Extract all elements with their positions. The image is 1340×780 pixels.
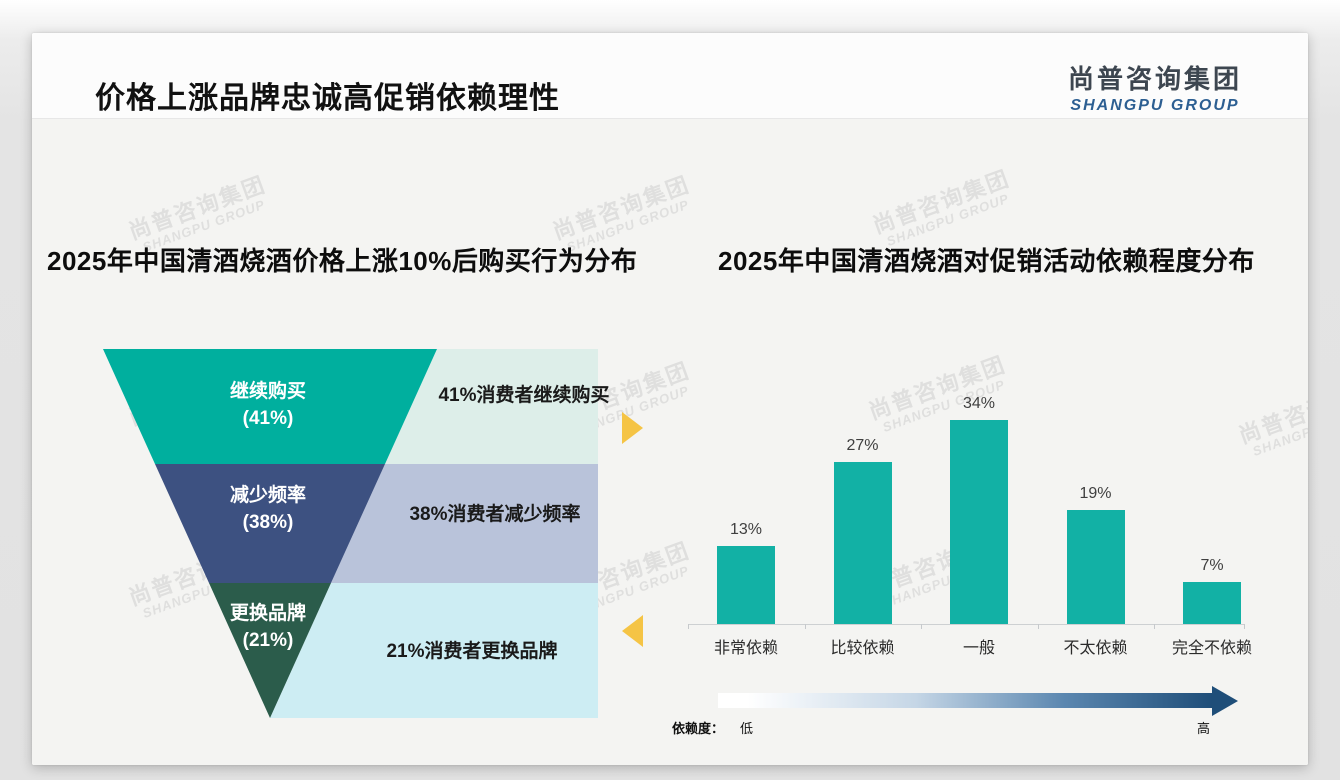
funnel-segment-label-2: 减少频率 (38%)	[229, 485, 306, 533]
bar-category-label: 比较依赖	[830, 640, 895, 657]
bar-group: 19%	[1041, 485, 1151, 624]
page-title: 价格上涨品牌忠诚高促销依赖理性	[95, 82, 560, 115]
bar-group: 27%	[808, 437, 918, 624]
funnel-annotation-3: 21%消费者更换品牌	[386, 641, 558, 662]
bar-value-label: 27%	[846, 437, 879, 454]
funnel-segment-2	[155, 464, 385, 583]
dependence-high-label: 高	[1197, 721, 1211, 736]
company-logo: 尚普咨询集团 SHANGPU GROUP	[1068, 59, 1242, 115]
dependence-gradient-arrowhead	[1212, 686, 1238, 716]
dependence-gradient-arrow	[718, 693, 1212, 708]
axis-tick	[1154, 624, 1155, 629]
bar	[833, 462, 892, 624]
funnel-chart	[103, 349, 598, 718]
bar-group: 34%	[924, 395, 1034, 624]
funnel-chart-title: 2025年中国清酒烧酒价格上涨10%后购买行为分布	[47, 246, 638, 276]
logo-english-text: SHANGPU GROUP	[1070, 97, 1240, 114]
bar-category-label: 完全不依赖	[1171, 640, 1252, 657]
bar-category-label: 一般	[962, 640, 995, 657]
slide-body: 尚普咨询集团 SHANGPU GROUP 尚普咨询集团 SHANGPU GROUP 尚普…	[32, 119, 1308, 765]
dependence-axis-label: 依赖度：	[672, 721, 725, 736]
slide-card: 价格上涨品牌忠诚高促销依赖理性 尚普咨询集团 SHANGPU GROUP 尚普咨…	[32, 33, 1308, 765]
bar	[950, 420, 1008, 624]
funnel-segment-3	[209, 583, 331, 718]
funnel-panel-2	[331, 464, 598, 583]
bar-chart-title: 2025年中国清酒烧酒对促销活动依赖程度分布	[718, 246, 1255, 276]
bar-group: 13%	[691, 521, 801, 624]
axis-tick	[1038, 624, 1039, 629]
bar-plot: 13% 非常依赖 27% 比较依赖 34% 一般 19% 不太依赖 7% 完全不依赖	[688, 391, 1252, 657]
axis-tick	[1244, 624, 1245, 629]
axis-tick	[688, 624, 689, 629]
bar-value-label: 13%	[729, 521, 763, 538]
slide-header: 价格上涨品牌忠诚高促销依赖理性 尚普咨询集团 SHANGPU GROUP	[32, 33, 1308, 119]
funnel-segment-label-1: 继续购买 (41%)	[229, 381, 306, 429]
funnel-annotation-2: 38%消费者减少频率	[409, 504, 581, 525]
bar-value-label: 19%	[1079, 485, 1112, 502]
arrow-left-icon	[622, 615, 643, 647]
bar	[1183, 582, 1241, 624]
bar-value-label: 7%	[1200, 557, 1224, 574]
arrow-right-icon	[622, 412, 643, 444]
funnel-segment-1	[103, 349, 437, 464]
funnel-panel-1	[385, 349, 598, 464]
bar-category-label: 非常依赖	[713, 640, 778, 657]
axis-tick	[805, 624, 806, 629]
bar	[1066, 510, 1125, 624]
funnel-annotation-1: 41%消费者继续购买	[438, 385, 610, 406]
funnel-panel-3	[270, 583, 598, 718]
bar-category-label: 不太依赖	[1063, 640, 1128, 657]
dependence-low-label: 低	[740, 721, 754, 736]
bar-group: 7%	[1157, 557, 1267, 624]
bar-value-label: 34%	[962, 395, 996, 412]
logo-chinese-text: 尚普咨询集团	[1067, 64, 1242, 94]
x-axis-line	[688, 624, 1245, 625]
bar	[717, 546, 775, 624]
axis-tick	[921, 624, 922, 629]
funnel-segment-label-3: 更换品牌 (21%)	[229, 603, 306, 651]
